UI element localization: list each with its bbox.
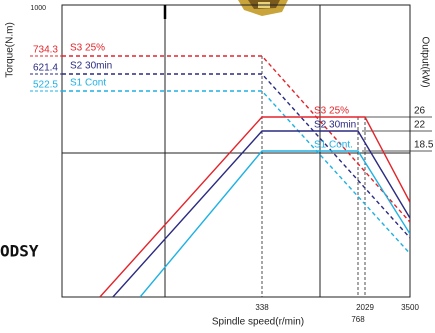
motor-image bbox=[238, 0, 288, 16]
line-label: S1 Cont. bbox=[314, 140, 353, 151]
x-tick-label: 3500 bbox=[401, 303, 419, 312]
series-line bbox=[62, 55, 410, 223]
series-line bbox=[99, 116, 410, 297]
series-line bbox=[139, 150, 410, 297]
y-tick-label: 621.4 bbox=[33, 63, 58, 74]
y2-axis-label: Output(kW) bbox=[419, 36, 430, 87]
x-tick-label: 2029 bbox=[356, 303, 374, 312]
y2-tick-label: 26 bbox=[414, 106, 426, 117]
y-axis-label: Torque(N.m) bbox=[5, 22, 16, 78]
x-axis-label: Spindle speed(r/min) bbox=[212, 317, 304, 328]
line-label: S3 25% bbox=[314, 106, 349, 117]
y2-tick-label: 18.5 bbox=[414, 140, 434, 151]
series-line bbox=[62, 90, 410, 255]
series-line bbox=[112, 130, 410, 297]
line-label: S2 30min bbox=[314, 120, 356, 131]
plot-lines bbox=[62, 55, 410, 297]
watermark: ODSY bbox=[0, 242, 39, 261]
y-tick-label: 734.3 bbox=[33, 45, 58, 56]
x-tick-label: 338 bbox=[255, 303, 269, 312]
line-label: S2 30min bbox=[70, 61, 112, 72]
y2-tick-label: 22 bbox=[414, 120, 426, 131]
line-label: S3 25% bbox=[70, 43, 105, 54]
y-tick-label: 522.5 bbox=[33, 80, 58, 91]
y-tick-label: 1000 bbox=[30, 5, 46, 12]
line-label: S1 Cont bbox=[70, 78, 106, 89]
series-line bbox=[62, 73, 410, 239]
x-tick-label: 768 bbox=[351, 315, 365, 324]
